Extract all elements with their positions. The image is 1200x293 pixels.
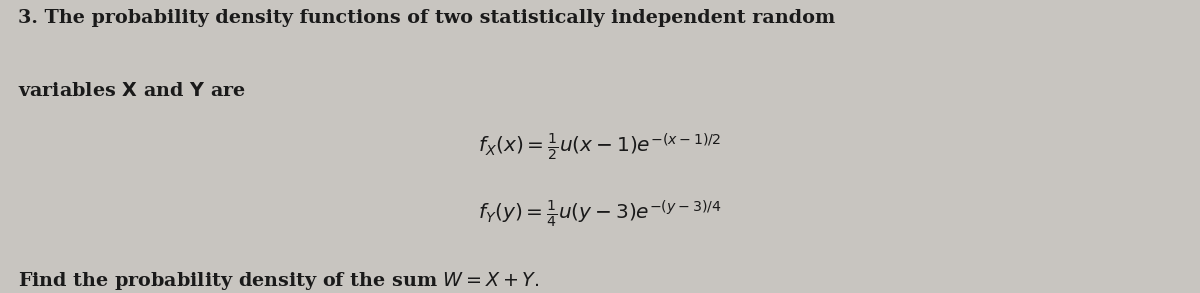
Text: $f_X(x) = \frac{1}{2}u(x-1)e^{-(x-1)/2}$: $f_X(x) = \frac{1}{2}u(x-1)e^{-(x-1)/2}$ bbox=[479, 132, 721, 163]
Text: Find the probability density of the sum $W = X + Y.$: Find the probability density of the sum … bbox=[18, 270, 540, 292]
Text: $f_Y(y) = \frac{1}{4}u(y-3)e^{-(y-3)/4}$: $f_Y(y) = \frac{1}{4}u(y-3)e^{-(y-3)/4}$ bbox=[479, 199, 721, 230]
Text: 3. The probability density functions of two statistically independent random: 3. The probability density functions of … bbox=[18, 9, 835, 27]
Text: variables $\mathbf{X}$ and $\mathbf{Y}$ are: variables $\mathbf{X}$ and $\mathbf{Y}$ … bbox=[18, 82, 246, 100]
